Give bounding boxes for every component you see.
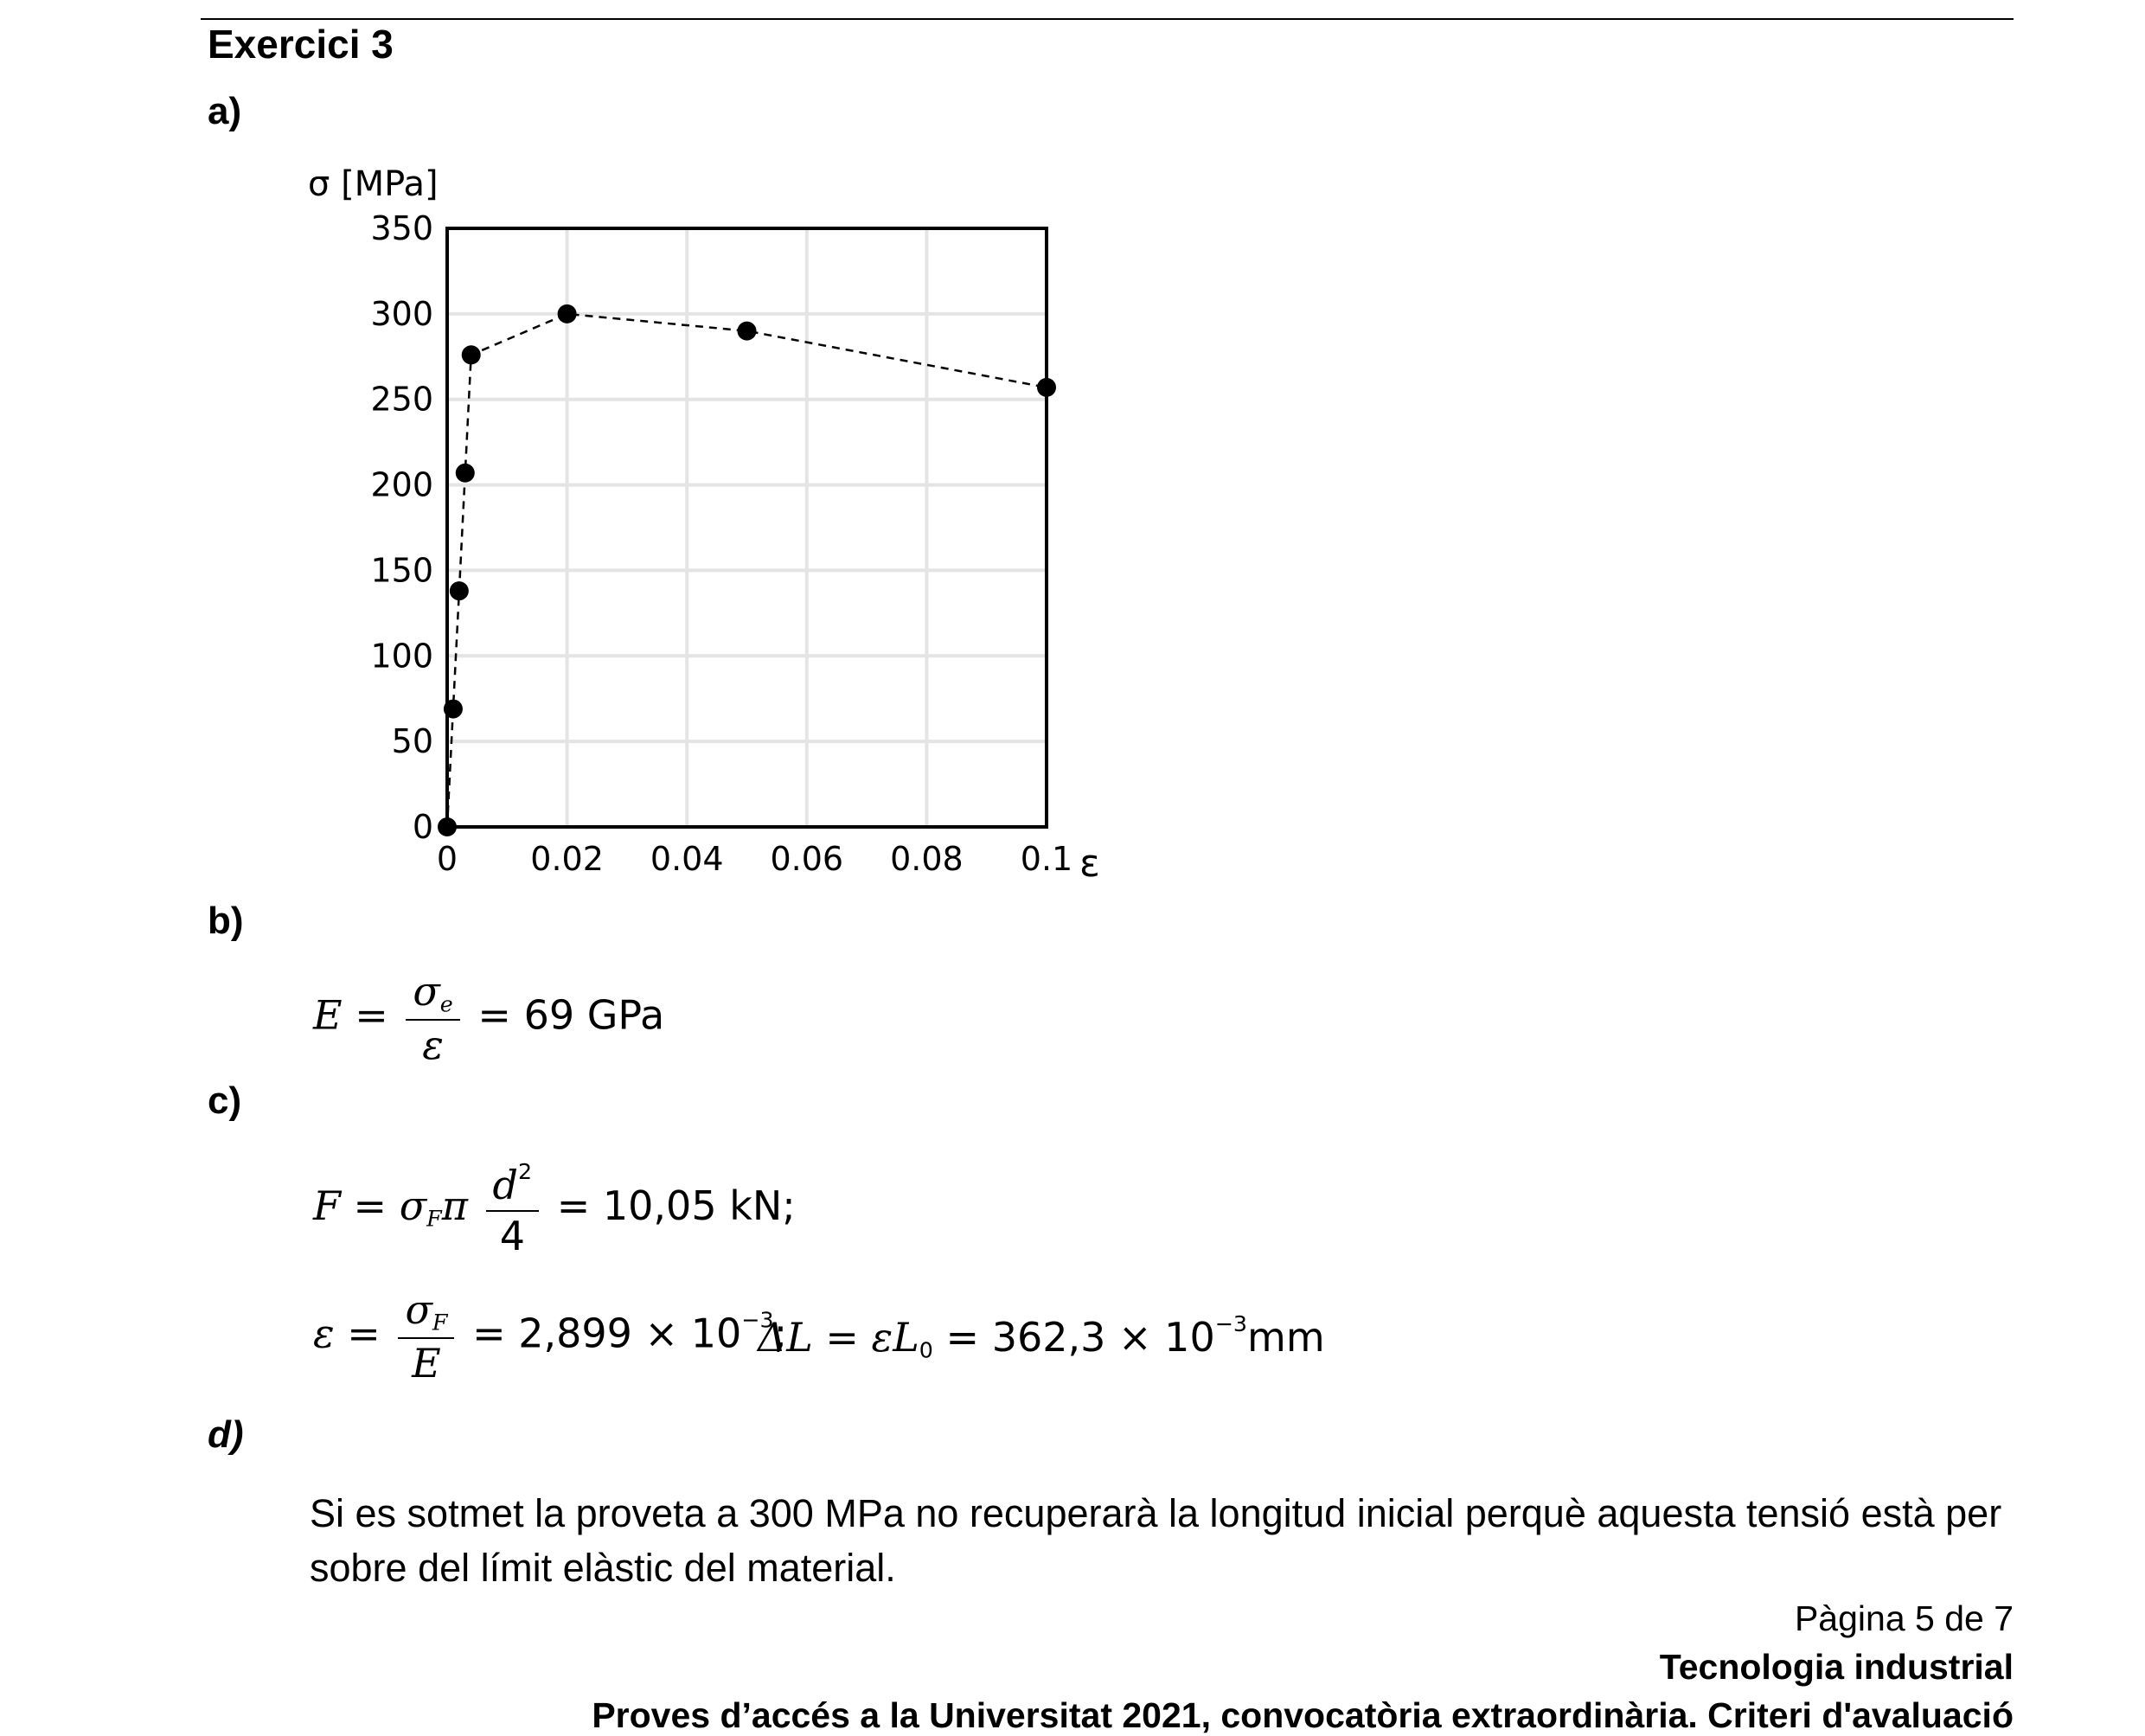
y-tick-label: 350	[370, 209, 433, 247]
eq-c3-lhs-sub: 0	[919, 1337, 933, 1363]
eq-c2-fraction: σF E	[398, 1286, 455, 1387]
chart-svg: 0 0.02 0.04 0.06 0.08 0.1 0 50 100 150 200 250 300 35…	[308, 164, 1100, 886]
top-rule	[201, 18, 2014, 20]
equation-c1: F = σFπ d2 4 = 10,05 kN;	[313, 1159, 796, 1259]
x-tick-label: 0	[437, 840, 458, 878]
equation-c3: ΔL = εL0 = 362,3 × 10−3mm	[758, 1313, 1325, 1361]
eq-c1-num-sup: 2	[518, 1159, 533, 1184]
x-tick-label: 0.1	[1021, 840, 1072, 878]
footer-subject: Tecnologia industrial	[1659, 1647, 2014, 1687]
eq-c3-result: = 362,3 × 10	[945, 1313, 1215, 1361]
y-tick-label: 100	[370, 637, 433, 675]
eq-c1-den: 4	[499, 1212, 525, 1259]
y-tick-label: 250	[370, 381, 433, 419]
footer-exam: Proves d’accés a la Universitat 2021, co…	[592, 1695, 2014, 1735]
eq-c2-den: E	[412, 1339, 441, 1387]
y-tick-label: 0	[413, 808, 433, 846]
y-tick-label: 300	[370, 295, 433, 333]
x-tick-label: 0.04	[650, 840, 724, 878]
eq-b-den: ε	[422, 1021, 444, 1068]
eq-c2-result: = 2,899 × 10	[472, 1310, 742, 1357]
data-point	[438, 817, 457, 836]
y-tick-label: 50	[392, 722, 433, 760]
y-axis-label: σ [MPa]	[308, 164, 439, 204]
eq-b-num-sub: e	[439, 991, 453, 1017]
eq-c2-num: σ	[405, 1286, 432, 1333]
x-tick-label: 0.06	[770, 840, 843, 878]
stress-strain-chart: 0 0.02 0.04 0.06 0.08 0.1 0 50 100 150 200 250 300 35…	[294, 156, 1124, 895]
eq-c2-tail: ;	[773, 1310, 788, 1357]
exercise-title: Exercici 3	[208, 22, 394, 67]
data-point	[443, 699, 463, 719]
eq-c3-lhs: ΔL = εL	[758, 1313, 919, 1361]
x-axis-label: ε	[1079, 842, 1100, 886]
data-point	[455, 463, 475, 483]
eq-c1-num: d	[492, 1161, 518, 1208]
section-b-label: b)	[208, 900, 244, 942]
eq-c1-pi: π	[441, 1182, 468, 1229]
y-tick-label: 150	[370, 551, 433, 589]
plot-frame	[445, 227, 1048, 829]
eq-b-fraction: σe ε	[406, 968, 460, 1068]
footer-page: Pàgina 5 de 7	[1794, 1598, 2014, 1638]
x-tick-label: 0.08	[890, 840, 964, 878]
equation-c2: ε = σF E = 2,899 × 10−3;	[313, 1286, 788, 1387]
section-d-label: d)	[208, 1413, 244, 1456]
section-a-label: a)	[208, 90, 242, 132]
eq-b-num: σ	[413, 968, 440, 1015]
eq-c2-lhs: ε	[313, 1310, 335, 1357]
eq-c3-exp: −3	[1214, 1311, 1248, 1336]
eq-c1-lhs: F	[313, 1182, 341, 1229]
data-point	[557, 304, 577, 323]
y-tick-label: 200	[370, 466, 433, 504]
eq-c2-num-sub: F	[432, 1310, 448, 1336]
data-point	[461, 345, 481, 365]
answer-d-text: Si es sotmet la proveta a 300 MPa no rec…	[310, 1491, 2002, 1590]
data-point	[1037, 377, 1056, 397]
eq-c1-sigma: σ	[399, 1182, 427, 1229]
eq-b-lhs: E	[313, 991, 343, 1039]
eq-c3-unit: mm	[1247, 1313, 1325, 1361]
data-point	[449, 581, 469, 601]
data-points	[438, 304, 1056, 836]
eq-c1-fraction: d2 4	[485, 1159, 540, 1259]
equation-b: E = σe ε = 69 GPa	[313, 968, 665, 1068]
x-tick-label: 0.02	[530, 840, 604, 878]
tick-labels: 0 0.02 0.04 0.06 0.08 0.1 0 50 100 150 200 250 300 35…	[370, 209, 1072, 878]
section-c-label: c)	[208, 1079, 242, 1122]
eq-b-result: = 69 GPa	[477, 991, 665, 1039]
chart-grid	[447, 228, 1047, 827]
eq-c1-result: = 10,05 kN;	[556, 1182, 796, 1229]
eq-c2-exp: −3	[741, 1307, 774, 1333]
eq-c1-sigma-sub: F	[426, 1206, 442, 1232]
data-point	[737, 321, 757, 341]
